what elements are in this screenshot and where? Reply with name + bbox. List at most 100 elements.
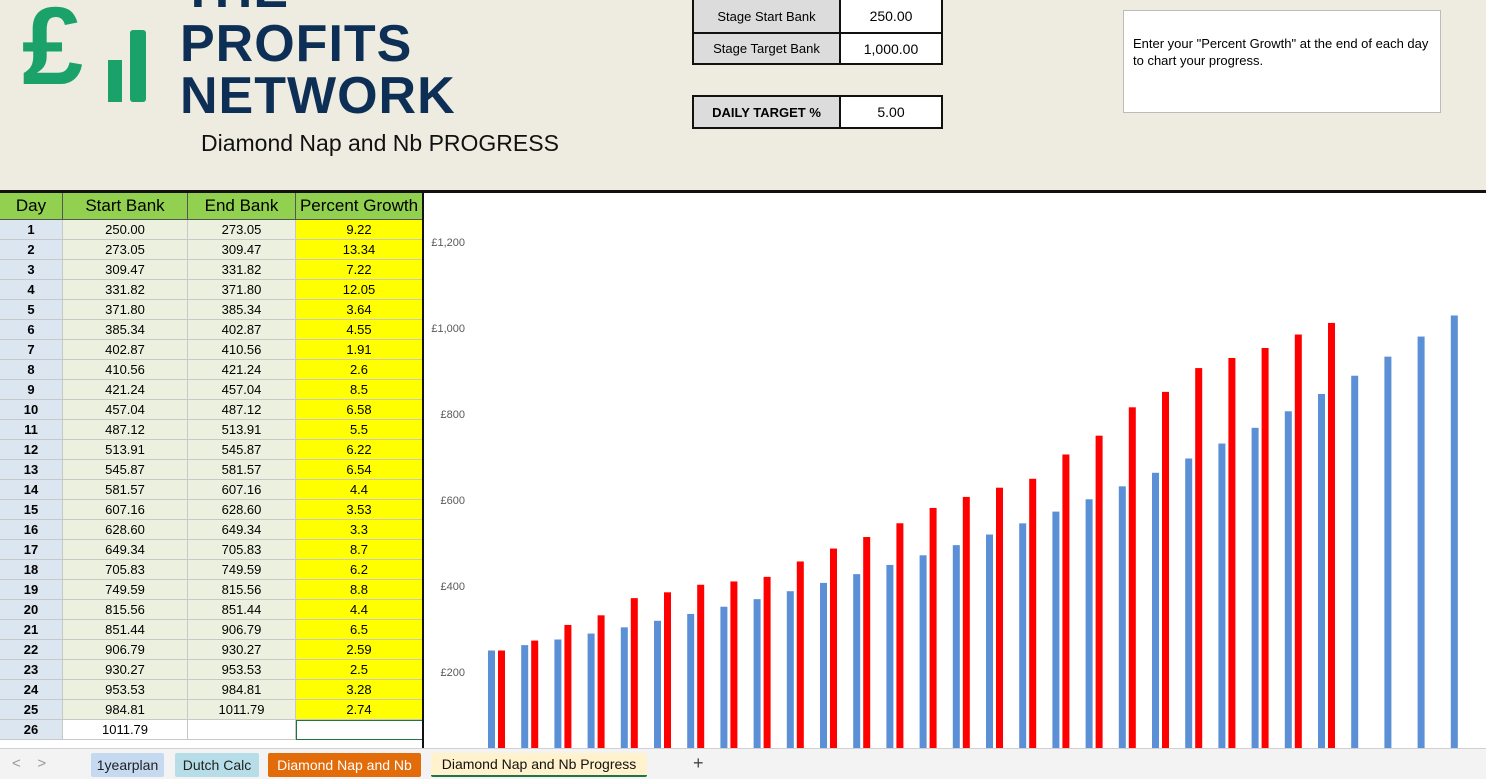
bar xyxy=(1128,407,1136,748)
table-cell[interactable]: 953.53 xyxy=(188,660,296,680)
table-cell[interactable]: 6.2 xyxy=(296,560,422,580)
table-cell[interactable]: 250.00 xyxy=(63,220,188,240)
table-cell[interactable] xyxy=(296,720,422,740)
table-cell[interactable]: 953.53 xyxy=(63,680,188,700)
table-cell[interactable]: 371.80 xyxy=(63,300,188,320)
table-cell[interactable]: 6.54 xyxy=(296,460,422,480)
table-cell[interactable]: 331.82 xyxy=(188,260,296,280)
row-number: 11 xyxy=(0,420,63,440)
table-cell[interactable]: 410.56 xyxy=(188,340,296,360)
table-cell[interactable]: 8.8 xyxy=(296,580,422,600)
table-cell[interactable]: 410.56 xyxy=(63,360,188,380)
table-cell[interactable]: 5.5 xyxy=(296,420,422,440)
table-cell[interactable]: 3.53 xyxy=(296,500,422,520)
sheet-tab[interactable]: 1yearplan xyxy=(91,753,164,777)
table-cell[interactable]: 4.4 xyxy=(296,600,422,620)
table-cell[interactable]: 1011.79 xyxy=(63,720,188,740)
table-cell[interactable]: 3.64 xyxy=(296,300,422,320)
table-cell[interactable]: 930.27 xyxy=(188,640,296,660)
table-cell[interactable]: 628.60 xyxy=(63,520,188,540)
table-cell[interactable]: 545.87 xyxy=(188,440,296,460)
bar xyxy=(1185,458,1193,748)
table-cell[interactable]: 487.12 xyxy=(188,400,296,420)
table-cell[interactable]: 3.3 xyxy=(296,520,422,540)
bar xyxy=(498,650,505,748)
table-cell[interactable]: 457.04 xyxy=(188,380,296,400)
table-cell[interactable]: 6.22 xyxy=(296,440,422,460)
table-cell[interactable]: 581.57 xyxy=(188,460,296,480)
bar xyxy=(1052,511,1060,748)
sheet-tab[interactable]: Diamond Nap and Nb Progress xyxy=(431,753,647,777)
setting-value[interactable]: 1,000.00 xyxy=(841,32,943,65)
table-cell[interactable]: 649.34 xyxy=(63,540,188,560)
add-sheet[interactable]: + xyxy=(693,753,704,773)
table-cell[interactable]: 273.05 xyxy=(188,220,296,240)
bar xyxy=(1195,368,1203,748)
table-cell[interactable]: 984.81 xyxy=(63,700,188,720)
table-cell[interactable]: 607.16 xyxy=(63,500,188,520)
row-number: 26 xyxy=(0,720,63,740)
table-cell[interactable]: 2.59 xyxy=(296,640,422,660)
table-cell[interactable]: 6.5 xyxy=(296,620,422,640)
table-cell[interactable]: 13.34 xyxy=(296,240,422,260)
table-cell[interactable]: 513.91 xyxy=(188,420,296,440)
table-cell[interactable]: 402.87 xyxy=(188,320,296,340)
table-cell[interactable]: 421.24 xyxy=(63,380,188,400)
table-cell[interactable]: 815.56 xyxy=(188,580,296,600)
table-cell[interactable]: 749.59 xyxy=(63,580,188,600)
table-cell[interactable]: 906.79 xyxy=(188,620,296,640)
table-cell[interactable] xyxy=(188,720,296,740)
table-cell[interactable]: 371.80 xyxy=(188,280,296,300)
table-cell[interactable]: 457.04 xyxy=(63,400,188,420)
table-cell[interactable]: 4.55 xyxy=(296,320,422,340)
table-cell[interactable]: 2.6 xyxy=(296,360,422,380)
table-cell[interactable]: 906.79 xyxy=(63,640,188,660)
table-cell[interactable]: 649.34 xyxy=(188,520,296,540)
table-cell[interactable]: 3.28 xyxy=(296,680,422,700)
table-cell[interactable]: 705.83 xyxy=(63,560,188,580)
row-number: 20 xyxy=(0,600,63,620)
table-cell[interactable]: 8.7 xyxy=(296,540,422,560)
setting-value[interactable]: 250.00 xyxy=(841,0,943,34)
table-cell[interactable]: 815.56 xyxy=(63,600,188,620)
table-cell[interactable]: 402.87 xyxy=(63,340,188,360)
table-cell[interactable]: 7.22 xyxy=(296,260,422,280)
table-cell[interactable]: 545.87 xyxy=(63,460,188,480)
table-cell[interactable]: 9.22 xyxy=(296,220,422,240)
bar xyxy=(1351,375,1359,748)
table-cell[interactable]: 851.44 xyxy=(188,600,296,620)
table-cell[interactable]: 513.91 xyxy=(63,440,188,460)
table-cell[interactable]: 487.12 xyxy=(63,420,188,440)
table-cell[interactable]: 8.5 xyxy=(296,380,422,400)
table-cell[interactable]: 385.34 xyxy=(63,320,188,340)
row-number: 17 xyxy=(0,540,63,560)
table-cell[interactable]: 331.82 xyxy=(63,280,188,300)
nav-arrows[interactable]: < > xyxy=(12,755,47,772)
sheet-tab[interactable]: Dutch Calc xyxy=(175,753,259,777)
table-cell[interactable]: 930.27 xyxy=(63,660,188,680)
table-cell[interactable]: 705.83 xyxy=(188,540,296,560)
table-cell[interactable]: 6.58 xyxy=(296,400,422,420)
table-cell[interactable]: 749.59 xyxy=(188,560,296,580)
table-cell[interactable]: 2.5 xyxy=(296,660,422,680)
table-cell[interactable]: 1011.79 xyxy=(188,700,296,720)
table-cell[interactable]: 12.05 xyxy=(296,280,422,300)
table-cell[interactable]: 581.57 xyxy=(63,480,188,500)
table-cell[interactable]: 309.47 xyxy=(63,260,188,280)
table-cell[interactable]: 273.05 xyxy=(63,240,188,260)
table-cell[interactable]: 309.47 xyxy=(188,240,296,260)
table-cell[interactable]: 984.81 xyxy=(188,680,296,700)
table-cell[interactable]: 607.16 xyxy=(188,480,296,500)
table-cell[interactable]: 851.44 xyxy=(63,620,188,640)
table-cell[interactable]: 4.4 xyxy=(296,480,422,500)
table-cell[interactable]: 421.24 xyxy=(188,360,296,380)
table-cell[interactable]: 628.60 xyxy=(188,500,296,520)
bar xyxy=(820,582,827,748)
bar xyxy=(1328,322,1335,748)
table-cell[interactable]: 1.91 xyxy=(296,340,422,360)
table-cell[interactable]: 2.74 xyxy=(296,700,422,720)
row-number: 23 xyxy=(0,660,63,680)
sheet-tab[interactable]: Diamond Nap and Nb xyxy=(268,753,421,777)
table-cell[interactable]: 385.34 xyxy=(188,300,296,320)
setting-value[interactable]: 5.00 xyxy=(841,95,943,129)
